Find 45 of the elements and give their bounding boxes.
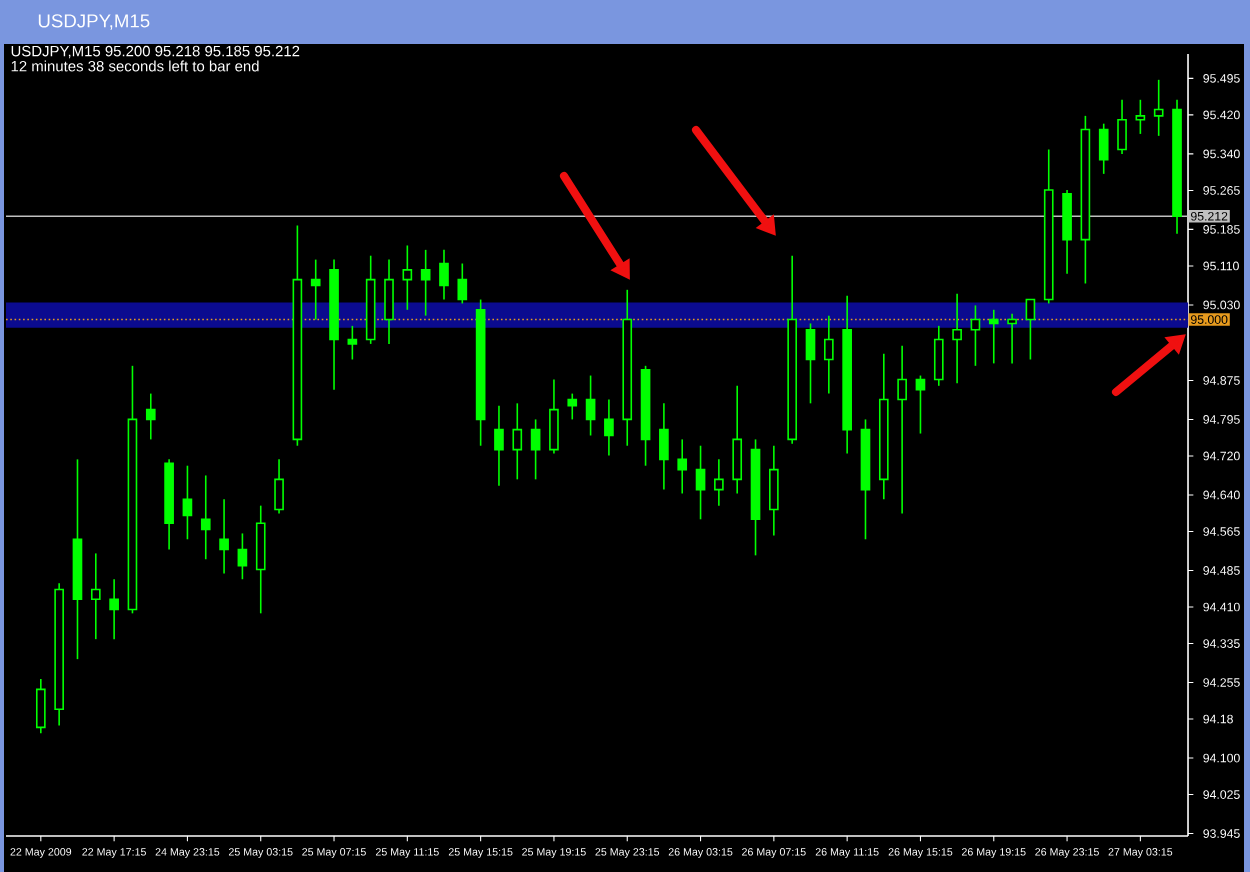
candlestick xyxy=(402,244,413,311)
candlestick xyxy=(439,249,449,301)
candlestick xyxy=(585,374,596,437)
candlestick xyxy=(732,385,743,495)
candlestick xyxy=(1098,122,1109,175)
candlestick xyxy=(659,402,669,491)
candlestick xyxy=(145,392,156,441)
chart-title: USDJPY,M15 xyxy=(38,14,150,30)
candlestick xyxy=(695,444,706,521)
candlestick xyxy=(237,532,248,581)
candlestick xyxy=(677,438,688,495)
candlestick xyxy=(90,552,101,640)
candlestick xyxy=(549,378,559,455)
candlestick xyxy=(952,292,962,385)
candlestick xyxy=(200,474,211,561)
candlestick xyxy=(1135,99,1146,135)
candlestick xyxy=(769,444,779,537)
candlestick xyxy=(109,578,119,640)
candlestick xyxy=(970,304,981,367)
candlestick xyxy=(897,345,907,515)
candlestick xyxy=(714,458,724,507)
candlestick xyxy=(255,504,266,615)
candlestick xyxy=(933,325,944,387)
candlestick xyxy=(805,322,816,405)
candlestick xyxy=(310,258,321,321)
candlestick xyxy=(512,402,523,481)
candlestick xyxy=(1062,189,1072,275)
candlestick xyxy=(347,325,358,361)
candlestick xyxy=(384,258,394,345)
candlestick xyxy=(219,498,229,575)
candlestick xyxy=(988,308,999,365)
candlestick xyxy=(604,398,614,457)
candlestick xyxy=(1153,79,1164,137)
candlestick xyxy=(824,314,834,395)
candlestick xyxy=(457,262,468,305)
candlestick xyxy=(182,464,193,541)
candlestick xyxy=(1025,298,1036,361)
candlestick xyxy=(567,392,578,421)
candlestick xyxy=(1117,99,1127,155)
candlestick xyxy=(35,678,46,734)
candlestick xyxy=(274,458,284,515)
candlestick xyxy=(420,249,431,317)
candlestick xyxy=(530,418,541,481)
candlestick xyxy=(1007,312,1017,365)
candlestick xyxy=(494,404,504,487)
